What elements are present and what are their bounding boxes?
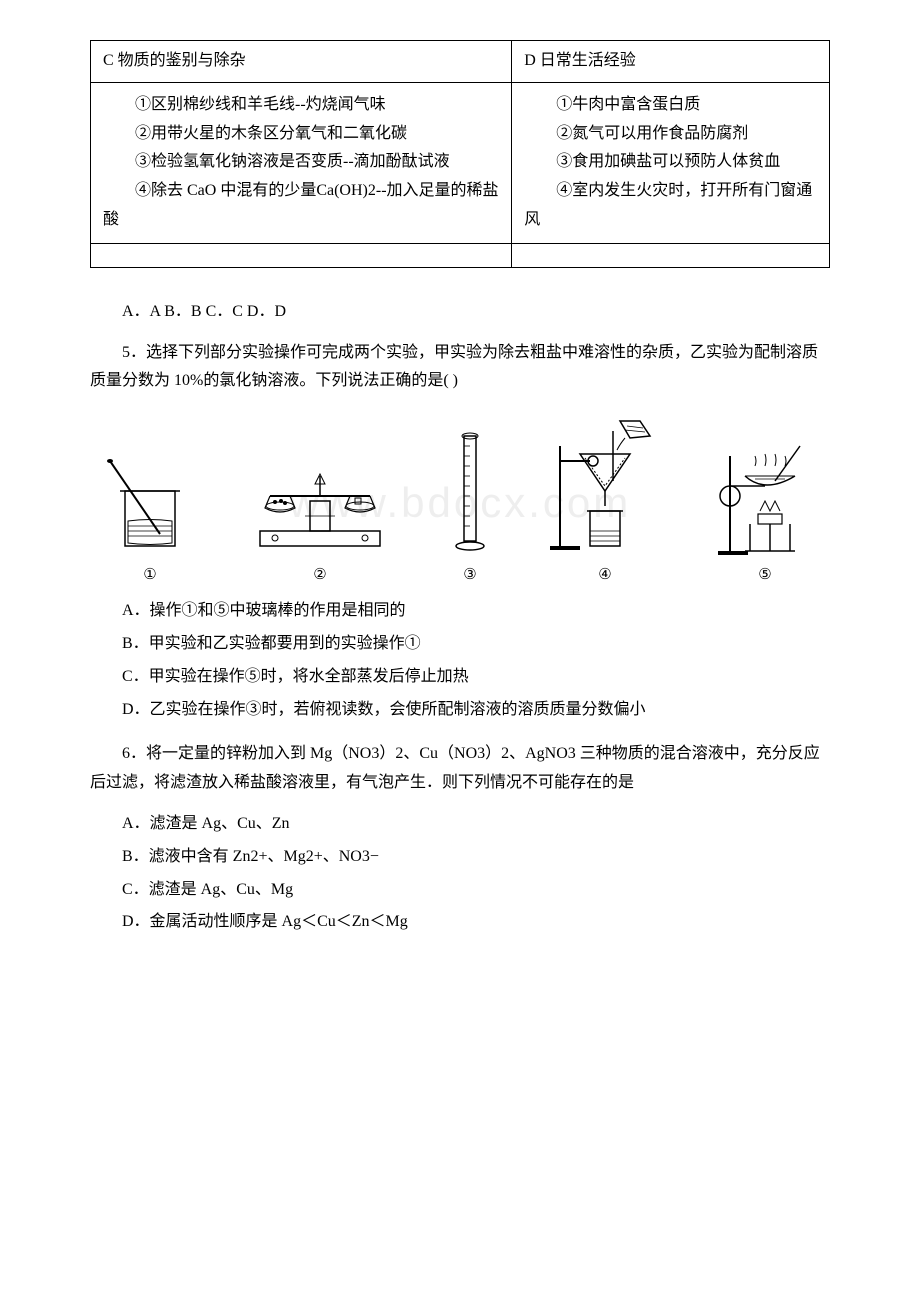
header-d-text: D 日常生活经验: [524, 52, 636, 69]
d-item-2: ②氮气可以用作食品防腐剂: [524, 120, 817, 149]
table-cell-c: ①区别棉纱线和羊毛线--灼烧闻气味 ②用带火星的木条区分氧气和二氧化碳 ③检验氢…: [91, 82, 512, 243]
experiment-4: ④: [545, 416, 665, 589]
q6-opt-a: A．滤渣是 Ag、Cu、Zn: [90, 810, 830, 839]
experiment-row: ①: [90, 416, 830, 589]
beaker-stir-icon: [100, 446, 200, 556]
table-header-c: C 物质的鉴别与除杂: [91, 41, 512, 83]
exp-label-2: ②: [313, 562, 326, 589]
experiment-diagram-container: www.bdocx.com ①: [90, 416, 830, 589]
q5-options: A．操作①和⑤中玻璃棒的作用是相同的 B．甲实验和乙实验都要用到的实验操作① C…: [90, 597, 830, 724]
q4-options: A．A B．B C．C D．D: [90, 298, 830, 327]
table-header-d: D 日常生活经验: [512, 41, 830, 83]
experiment-2: ②: [245, 446, 395, 589]
experiment-3: ③: [440, 426, 500, 589]
exp-label-1: ①: [143, 562, 156, 589]
empty-cell-1: [91, 243, 512, 267]
evaporate-icon: [710, 426, 820, 556]
c-item-2: ②用带火星的木条区分氧气和二氧化碳: [103, 120, 499, 149]
c-item-4: ④除去 CaO 中混有的少量Ca(OH)2--加入足量的稀盐酸: [103, 177, 499, 235]
q6-options: A．滤渣是 Ag、Cu、Zn B．滤液中含有 Zn2+、Mg2+、NO3− C．…: [90, 810, 830, 937]
experiment-5: ⑤: [710, 426, 820, 589]
exp-label-4: ④: [598, 562, 611, 589]
q5-opt-a: A．操作①和⑤中玻璃棒的作用是相同的: [90, 597, 830, 626]
q5-opt-c: C．甲实验在操作⑤时，将水全部蒸发后停止加热: [90, 663, 830, 692]
q5-opt-d: D．乙实验在操作③时，若俯视读数，会使所配制溶液的溶质质量分数偏小: [90, 696, 830, 725]
filter-icon: [545, 416, 665, 556]
table-cell-d: ①牛肉中富含蛋白质 ②氮气可以用作食品防腐剂 ③食用加碘盐可以预防人体贫血 ④室…: [512, 82, 830, 243]
header-c-text: C 物质的鉴别与除杂: [103, 52, 246, 69]
empty-cell-2: [512, 243, 830, 267]
cylinder-icon: [440, 426, 500, 556]
q5-opt-b: B．甲实验和乙实验都要用到的实验操作①: [90, 630, 830, 659]
exp-label-3: ③: [463, 562, 476, 589]
balance-icon: [245, 446, 395, 556]
exp-label-5: ⑤: [758, 562, 771, 589]
q6-opt-d: D．金属活动性顺序是 Ag＜Cu＜Zn＜Mg: [90, 908, 830, 937]
comparison-table: C 物质的鉴别与除杂 D 日常生活经验 ①区别棉纱线和羊毛线--灼烧闻气味 ②用…: [90, 40, 830, 268]
q5-stem: 5．选择下列部分实验操作可完成两个实验，甲实验为除去粗盐中难溶性的杂质，乙实验为…: [90, 339, 830, 397]
c-item-1: ①区别棉纱线和羊毛线--灼烧闻气味: [103, 91, 499, 120]
d-item-3: ③食用加碘盐可以预防人体贫血: [524, 148, 817, 177]
experiment-1: ①: [100, 446, 200, 589]
c-item-3: ③检验氢氧化钠溶液是否变质--滴加酚酞试液: [103, 148, 499, 177]
d-item-1: ①牛肉中富含蛋白质: [524, 91, 817, 120]
q6-opt-c: C．滤渣是 Ag、Cu、Mg: [90, 876, 830, 905]
d-item-4: ④室内发生火灾时，打开所有门窗通风: [524, 177, 817, 235]
q6-opt-b: B．滤液中含有 Zn2+、Mg2+、NO3−: [90, 843, 830, 872]
q6-stem: 6．将一定量的锌粉加入到 Mg（NO3）2、Cu（NO3）2、AgNO3 三种物…: [90, 740, 830, 798]
